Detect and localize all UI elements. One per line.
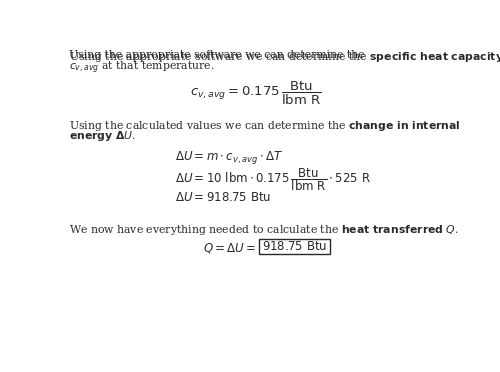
Text: $Q = \Delta U = $: $Q = \Delta U = $	[203, 241, 256, 255]
Text: Using the appropriate software we can determine the $\bf{specific\ heat\ capacit: Using the appropriate software we can de…	[68, 50, 500, 64]
Text: $\Delta U = 918.75\ \mathrm{Btu}$: $\Delta U = 918.75\ \mathrm{Btu}$	[175, 191, 271, 204]
Text: Using the calculated values we can determine the $\mathbf{change\ in\ internal}$: Using the calculated values we can deter…	[68, 119, 460, 133]
Text: $\mathbf{energy\ \Delta\mathit{U}}$.: $\mathbf{energy\ \Delta\mathit{U}}$.	[68, 129, 136, 143]
Text: We now have everything needed to calculate the $\mathbf{heat\ transferred}$ $\ma: We now have everything needed to calcula…	[68, 223, 458, 237]
Text: $\mathit{c_{v,avg}}$ at that temperature.: $\mathit{c_{v,avg}}$ at that temperature…	[68, 60, 214, 76]
Text: $c_{v,avg} = 0.175\,\dfrac{\mathrm{Btu}}{\mathrm{lbm\ R}}$: $c_{v,avg} = 0.175\,\dfrac{\mathrm{Btu}}…	[190, 80, 322, 107]
Text: $918.75\ \mathrm{Btu}$: $918.75\ \mathrm{Btu}$	[262, 240, 327, 253]
Text: $\Delta U = 10\ \mathrm{lbm} \cdot 0.175\,\dfrac{\mathrm{Btu}}{\mathrm{lbm\ R}} : $\Delta U = 10\ \mathrm{lbm} \cdot 0.175…	[175, 166, 370, 193]
Text: Using the appropriate software we can determine the: Using the appropriate software we can de…	[68, 50, 368, 60]
Text: $\Delta U = m \cdot c_{v,avg} \cdot \Delta T$: $\Delta U = m \cdot c_{v,avg} \cdot \Del…	[175, 150, 283, 166]
Bar	[258, 239, 330, 254]
